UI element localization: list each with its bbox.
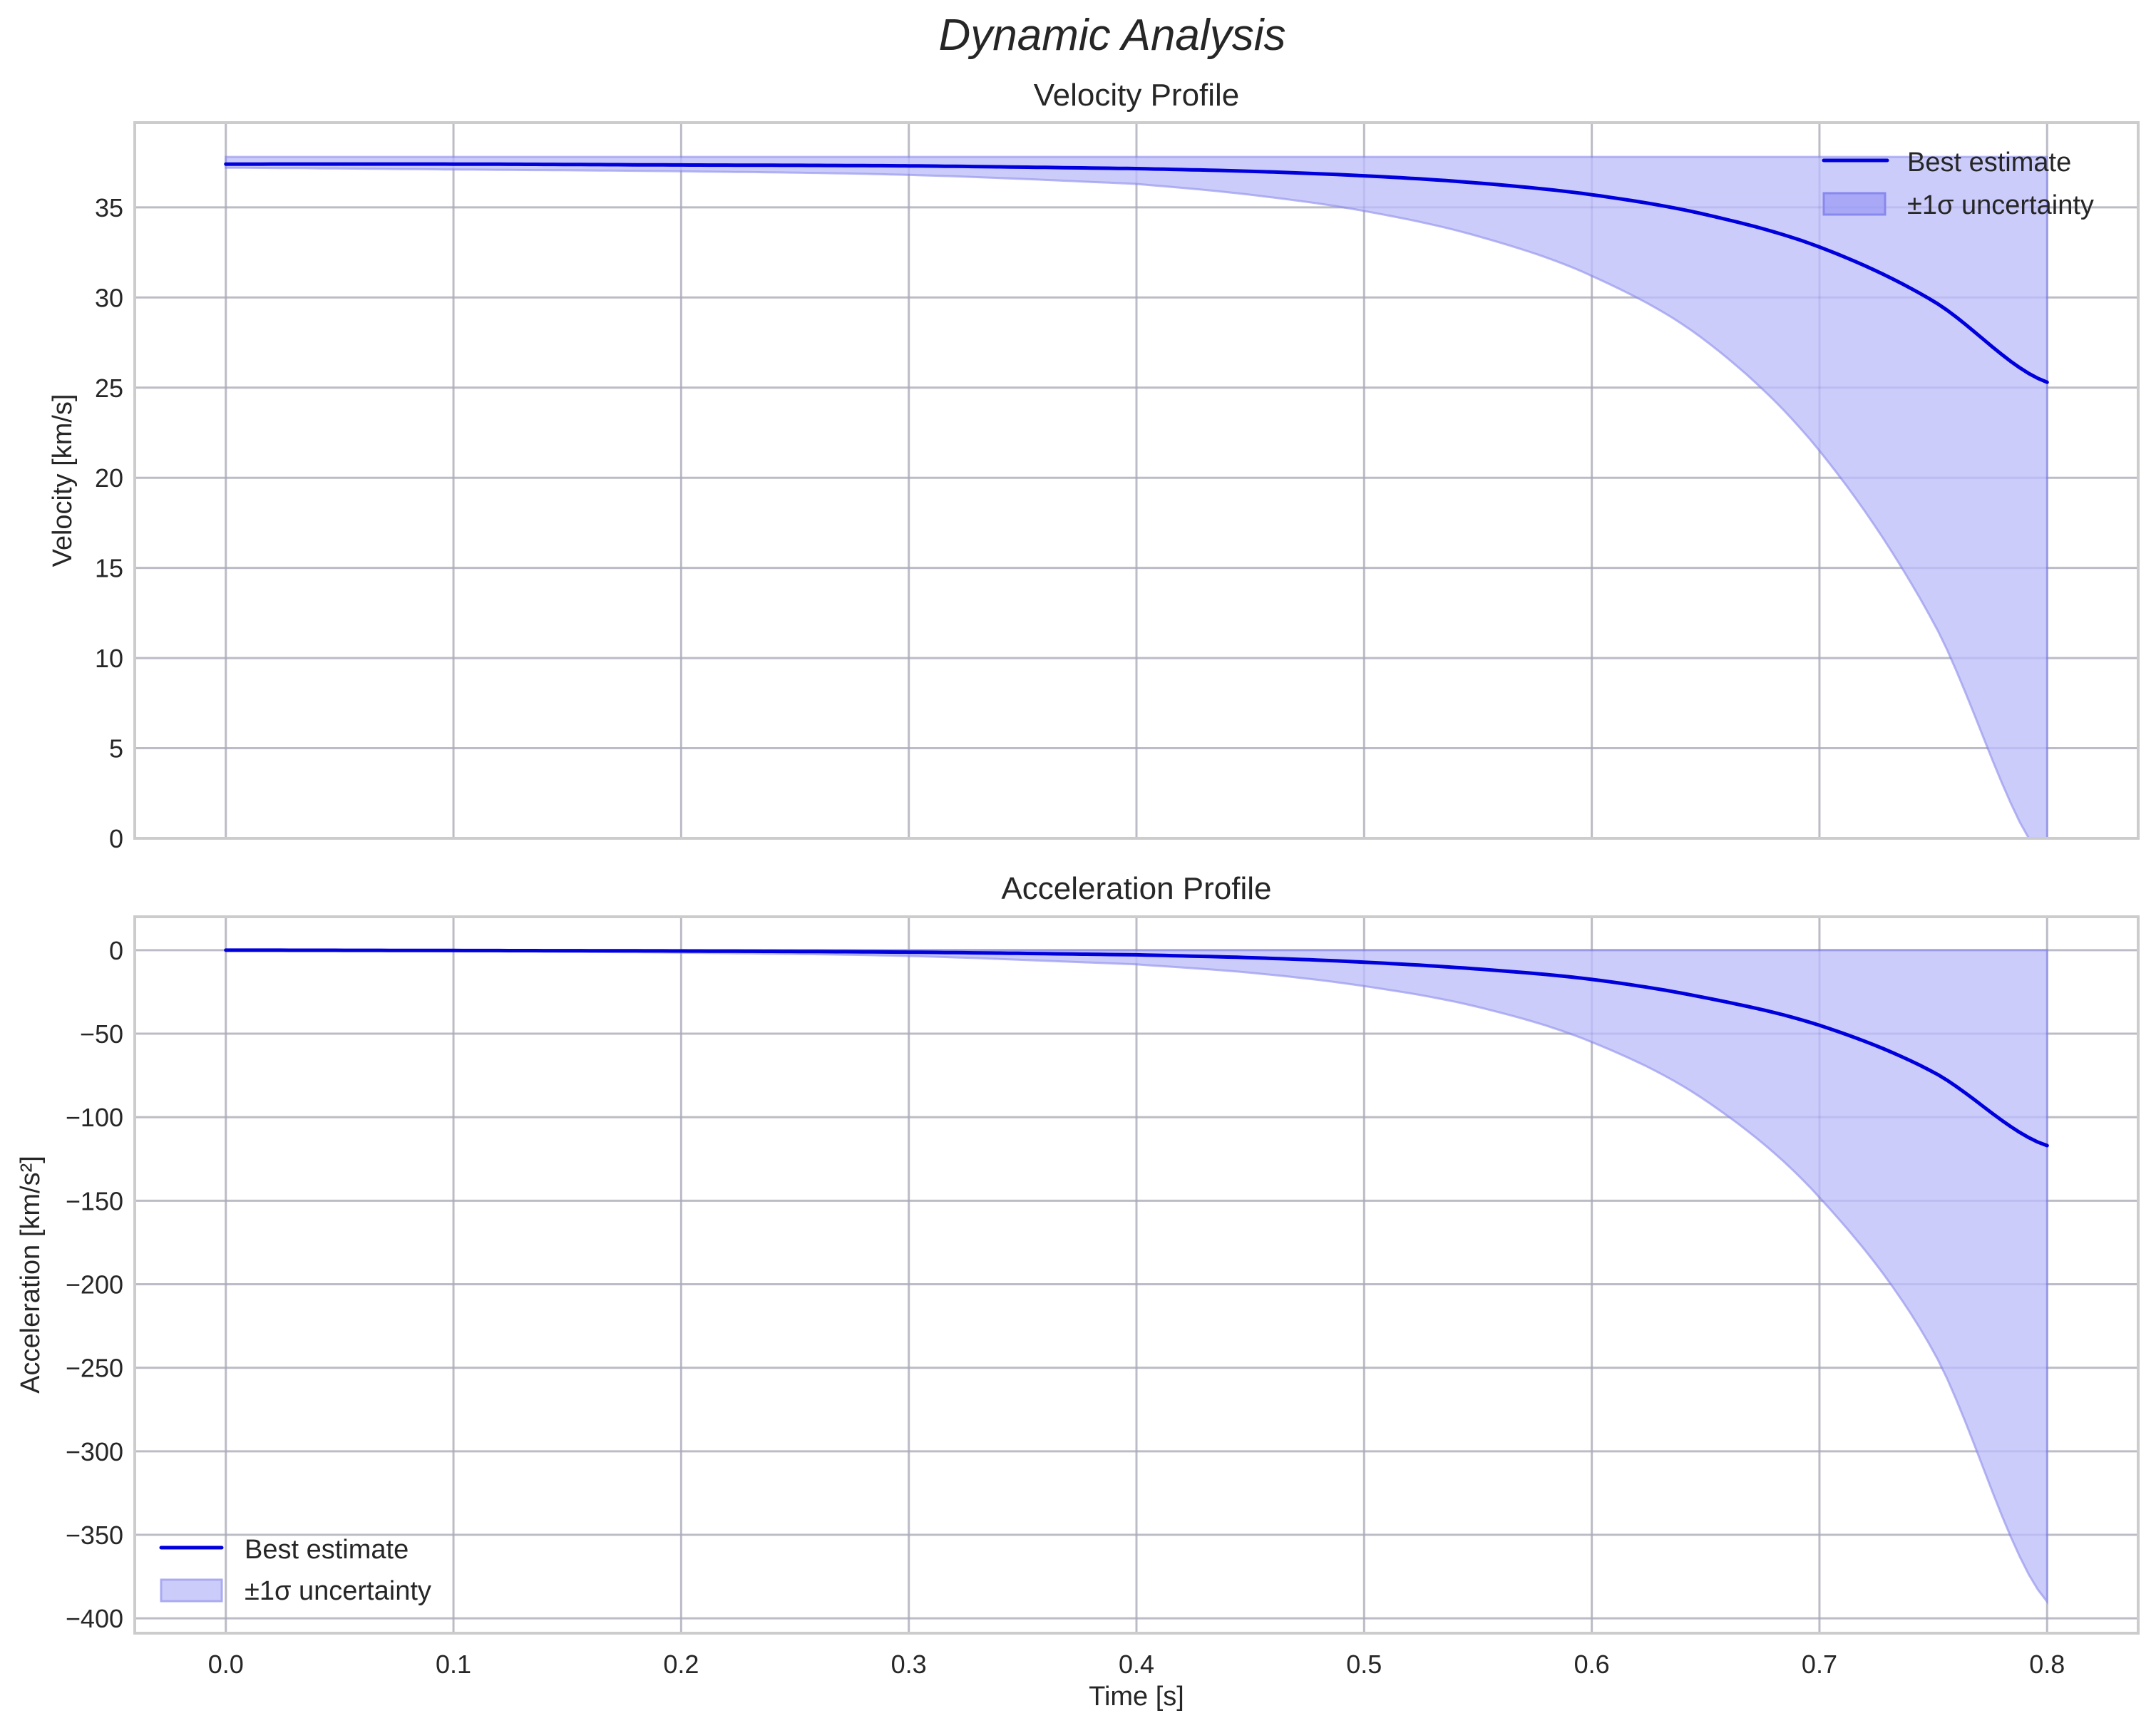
velocity-uncertainty-band xyxy=(135,123,2138,840)
xtick-label: 0.0 xyxy=(208,1650,244,1679)
time-xtick-labels: 0.0 0.1 0.2 0.3 0.4 0.5 0.6 0.7 0.8 xyxy=(208,1650,2065,1679)
xtick-label: 0.1 xyxy=(436,1650,471,1679)
xtick-label: 0.2 xyxy=(663,1650,699,1679)
figure-suptitle: Dynamic Analysis xyxy=(939,11,1286,60)
ytick-label: 25 xyxy=(95,374,123,403)
xtick-label: 0.3 xyxy=(891,1650,927,1679)
ytick-label: −200 xyxy=(66,1270,123,1300)
ytick-label: −350 xyxy=(66,1521,123,1550)
velocity-title: Velocity Profile xyxy=(1034,78,1240,113)
best-estimate-curve xyxy=(224,948,2049,1148)
ytick-label: 15 xyxy=(95,554,123,583)
xtick-label: 0.7 xyxy=(1802,1650,1837,1679)
velocity-best-estimate-line xyxy=(224,162,2049,384)
ytick-label: −400 xyxy=(66,1604,123,1633)
acceleration-axes-frame xyxy=(133,915,2140,1635)
velocity-axes: Velocity Profile 0 5 10 15 20 25 30 35 Velocity… xyxy=(48,78,2140,853)
acceleration-ylabel: Acceleration [km/s²] xyxy=(16,1156,46,1394)
ytick-label: 0 xyxy=(109,936,123,965)
legend-band-swatch-icon xyxy=(160,1578,223,1603)
velocity-ytick-labels: 0 5 10 15 20 25 30 35 xyxy=(95,193,123,853)
velocity-legend-uncertainty: ±1σ uncertainty xyxy=(1907,190,2094,220)
ytick-label: −250 xyxy=(66,1354,123,1383)
velocity-ylabel: Velocity [km/s] xyxy=(48,394,78,567)
acceleration-axes: Acceleration Profile 0 −50 −100 −150 −200 −25… xyxy=(16,871,2140,1712)
legend-band-swatch-icon xyxy=(1822,192,1886,216)
xtick-label: 0.6 xyxy=(1574,1650,1610,1679)
ytick-label: −50 xyxy=(80,1019,123,1049)
acceleration-legend: Best estimate ±1σ uncertainty xyxy=(159,1535,431,1606)
ytick-label: −150 xyxy=(66,1186,123,1215)
time-xlabel: Time [s] xyxy=(1089,1682,1184,1712)
ytick-label: 20 xyxy=(95,463,123,493)
ytick-label: 30 xyxy=(95,283,123,312)
ytick-label: 0 xyxy=(109,824,123,853)
ytick-label: 5 xyxy=(109,734,123,763)
acceleration-best-estimate-line xyxy=(224,948,2049,1148)
xtick-label: 0.8 xyxy=(2029,1650,2065,1679)
acceleration-uncertainty-band xyxy=(135,917,2138,1633)
xtick-label: 0.5 xyxy=(1346,1650,1382,1679)
ytick-label: 35 xyxy=(95,193,123,222)
velocity-axes-frame xyxy=(133,121,2140,840)
ytick-label: −300 xyxy=(66,1437,123,1466)
ytick-label: −100 xyxy=(66,1103,123,1132)
acceleration-ytick-labels: 0 −50 −100 −150 −200 −250 −300 −350 −400 xyxy=(66,936,123,1633)
acceleration-title: Acceleration Profile xyxy=(1001,871,1271,906)
ytick-label: 10 xyxy=(95,644,123,673)
xtick-label: 0.4 xyxy=(1119,1650,1154,1679)
best-estimate-curve xyxy=(224,162,2049,384)
acceleration-legend-best-estimate: Best estimate xyxy=(245,1535,409,1565)
velocity-legend: Best estimate ±1σ uncertainty xyxy=(1822,148,2094,220)
velocity-legend-best-estimate: Best estimate xyxy=(1907,148,2071,178)
acceleration-legend-uncertainty: ±1σ uncertainty xyxy=(245,1576,431,1606)
